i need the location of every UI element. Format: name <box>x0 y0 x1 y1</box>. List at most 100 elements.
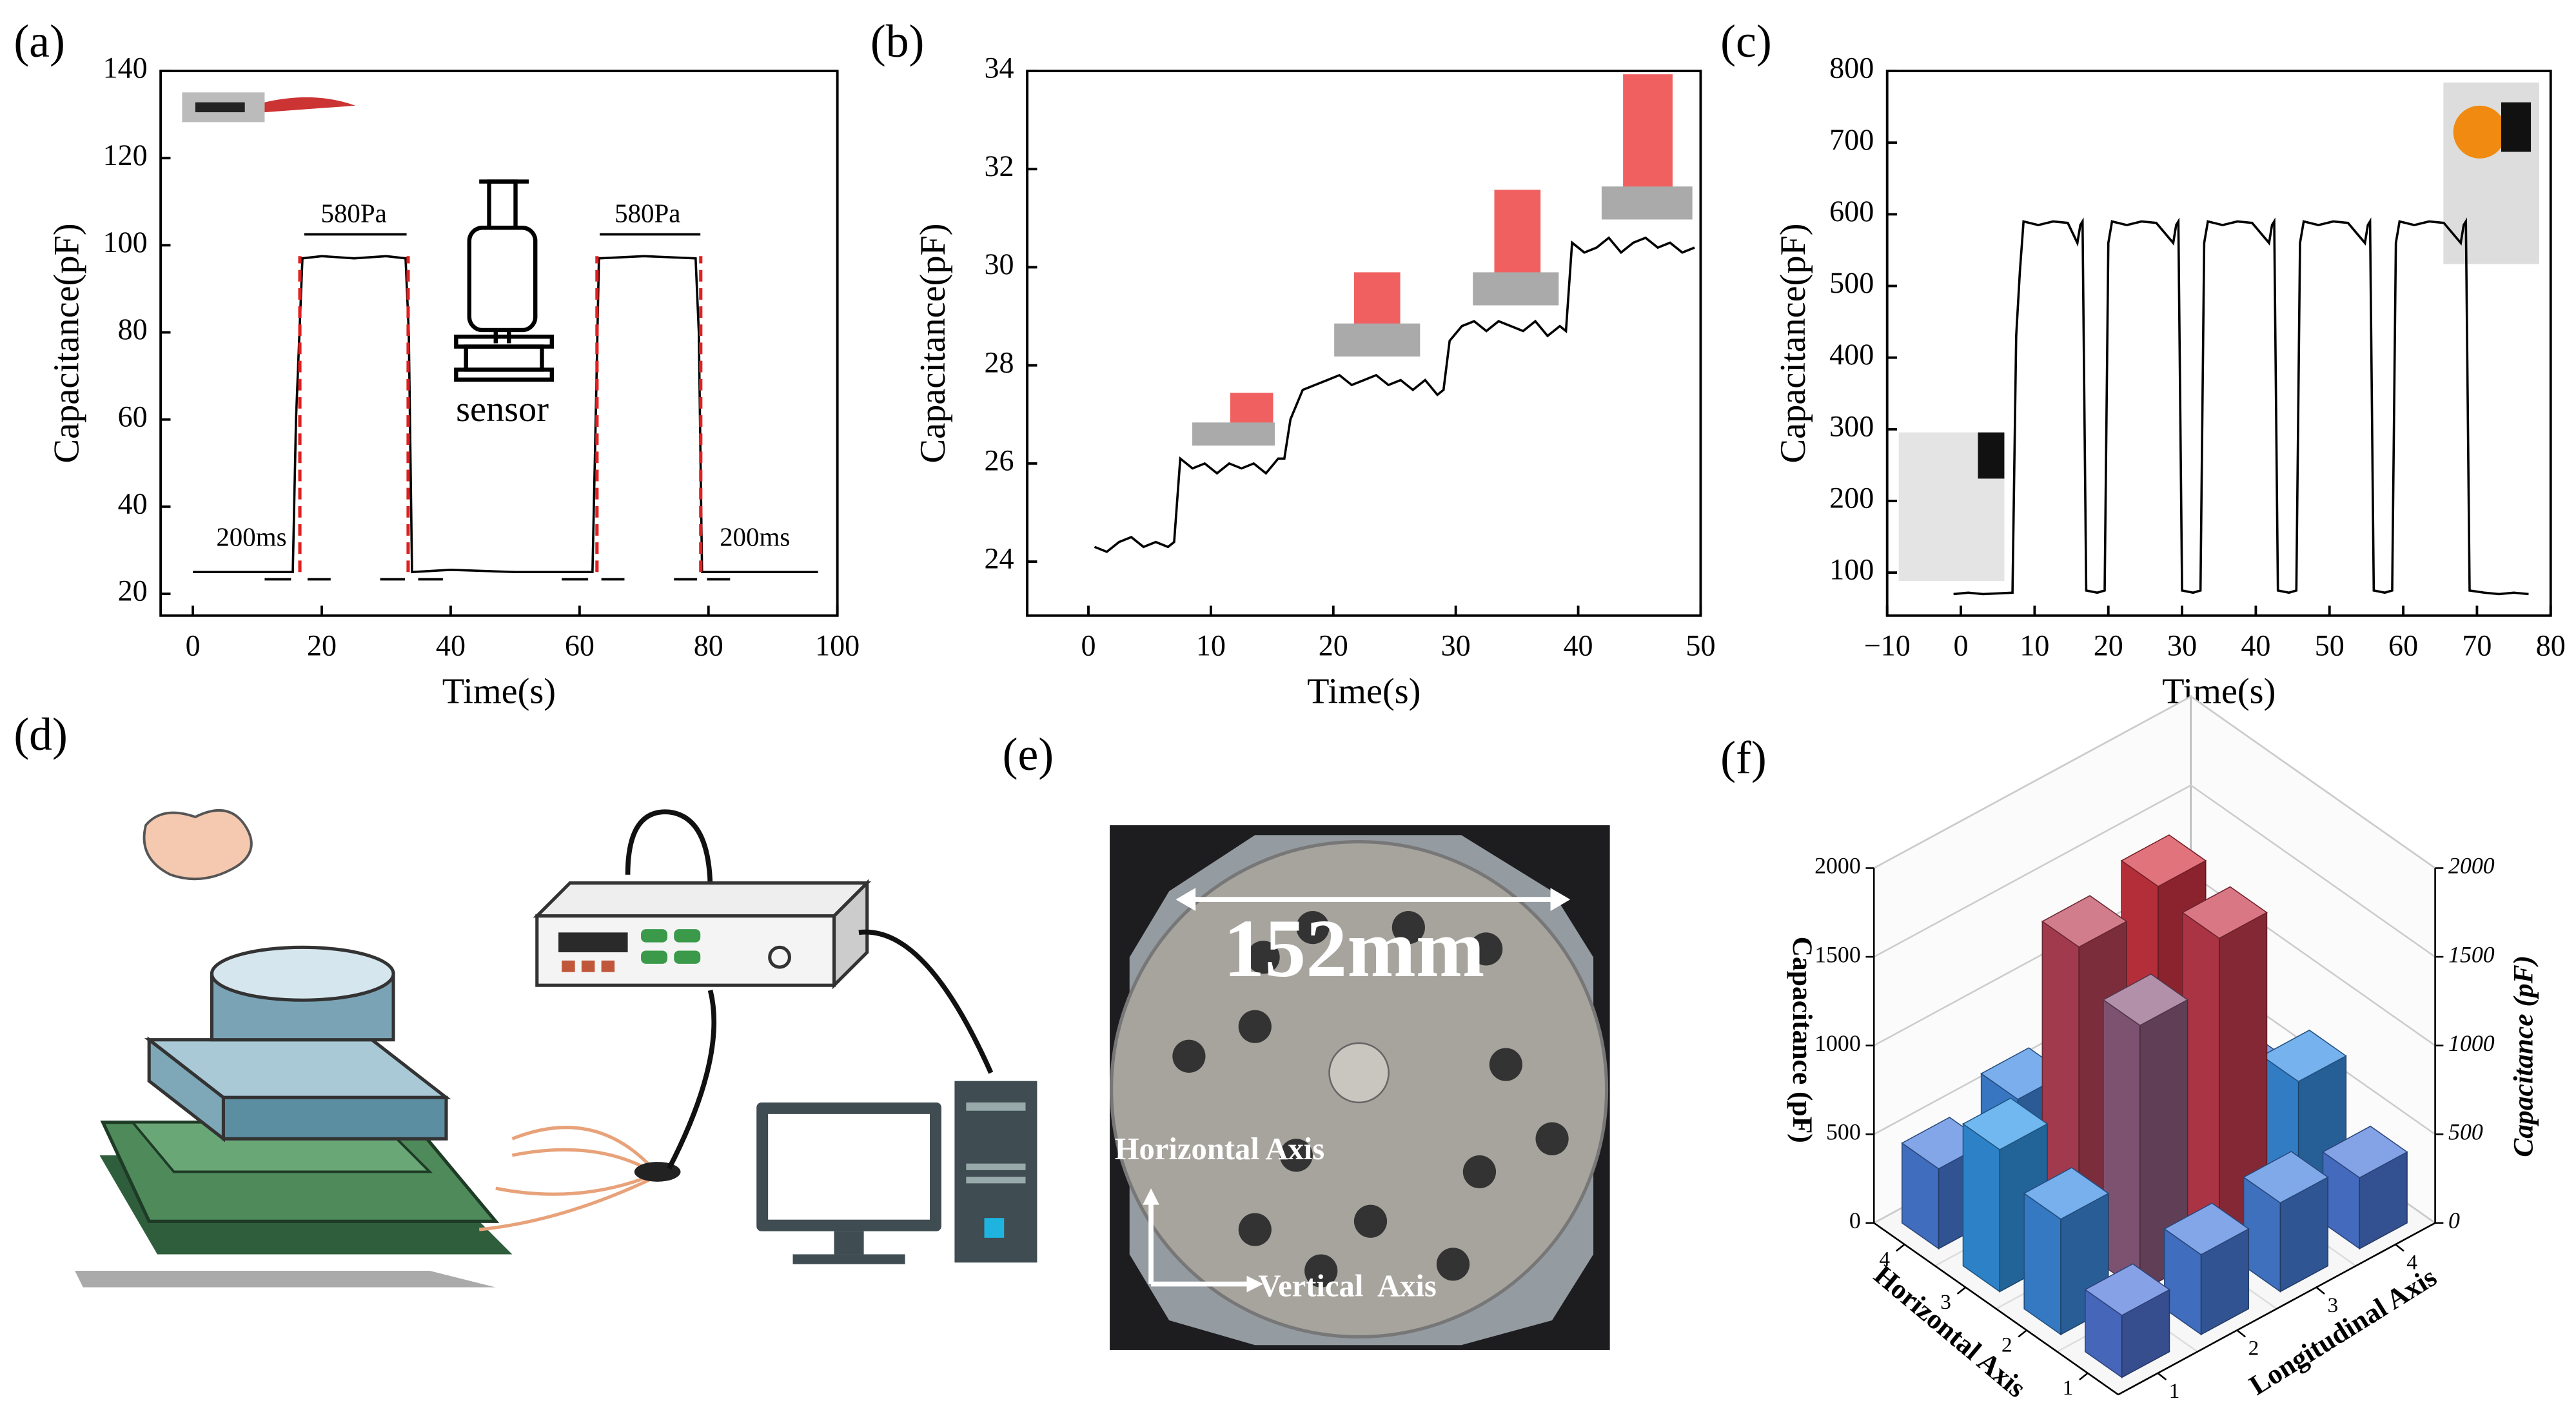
y-tick-label: 80 <box>118 313 148 346</box>
data-line <box>193 255 818 574</box>
panel-label: (a) <box>14 15 65 67</box>
annotation: 580Pa <box>320 199 386 228</box>
z-tick-label: 500 <box>2448 1119 2483 1144</box>
y-tick-label: 100 <box>103 226 148 259</box>
y-tick-label: 32 <box>985 150 1014 182</box>
bar-top <box>2163 1202 2250 1255</box>
x-tick <box>1956 1286 1967 1295</box>
y-axis <box>2118 1222 2436 1396</box>
bar-face <box>1962 1122 2001 1293</box>
y-tick <box>2315 1286 2325 1295</box>
bar <box>2261 1029 2347 1207</box>
x-tick-label: 0 <box>1081 629 1096 662</box>
y-tick-label: 40 <box>118 487 148 520</box>
y-tick <box>2236 1329 2246 1338</box>
panel-label: (f) <box>1720 732 1767 783</box>
x-tick-label: 60 <box>565 629 595 662</box>
plot-frame <box>1885 70 2552 617</box>
dimension-label: 152mm <box>1223 903 1484 994</box>
y-axis-label: Capacitance(pF) <box>913 223 953 463</box>
annotation: 200ms <box>720 522 790 551</box>
x-tick-label: 50 <box>2315 629 2345 662</box>
x-tick-label: 60 <box>2388 629 2418 662</box>
x-tick <box>1895 1244 1905 1252</box>
x-tick-label: 20 <box>1319 629 1348 662</box>
inset-photo <box>182 74 2539 582</box>
bar <box>2243 1151 2329 1293</box>
z-tick-label: 1500 <box>2448 941 2495 967</box>
x-tick-label: 30 <box>1441 629 1471 662</box>
z-tick-label: 1000 <box>1814 1030 1861 1056</box>
annotation: 200ms <box>216 522 286 551</box>
bar-top <box>2023 1167 2110 1220</box>
bar <box>2322 1125 2408 1250</box>
x-tick-label: 3 <box>1940 1290 1951 1314</box>
y-tick-label: 100 <box>1829 553 1874 586</box>
bar <box>2102 973 2189 1293</box>
y-tick-label: 24 <box>985 542 1014 575</box>
z-tick-label: 1000 <box>2448 1030 2495 1056</box>
bar-top <box>2041 895 2128 948</box>
y-tick-label: 1 <box>2169 1379 2180 1403</box>
bar-top <box>1962 1097 2049 1151</box>
y-axis-label: Capacitance(pF) <box>46 223 86 463</box>
bar <box>2181 886 2268 1250</box>
bar-top <box>2261 1029 2347 1083</box>
panel-label: (c) <box>1720 15 1772 67</box>
plot-frame <box>159 70 839 617</box>
bar-top <box>2084 1263 2170 1317</box>
vertical-axis-label: Vertical Axis <box>1258 1268 1436 1303</box>
y-tick-label: 20 <box>118 574 148 607</box>
z-tick-label: 0 <box>1849 1208 1861 1233</box>
bar-top <box>2120 834 2207 887</box>
x-tick-label: 100 <box>815 629 860 662</box>
x-axis-label: Time(s) <box>442 672 556 712</box>
bar-top <box>2181 886 2268 939</box>
y-tick-label: 600 <box>1829 195 1874 228</box>
x-tick-label: 80 <box>2536 629 2566 662</box>
x-tick <box>2079 1372 2089 1381</box>
x-axis-label: Time(s) <box>1307 672 1421 712</box>
y-tick-label: 3 <box>2328 1293 2339 1317</box>
bar-top <box>2243 1151 2329 1204</box>
x-tick-label: 40 <box>436 629 466 662</box>
y-tick-label: 28 <box>985 346 1014 378</box>
x-tick-label: 10 <box>2020 629 2049 662</box>
x-tick-label: −10 <box>1864 629 1911 662</box>
y-tick <box>2157 1372 2167 1381</box>
z-tick-label: 2000 <box>1814 853 1861 879</box>
y-tick-label: 700 <box>1829 123 1874 156</box>
y-tick-label: 800 <box>1829 52 1874 84</box>
x-tick-label: 70 <box>2462 629 2492 662</box>
x-tick-label: 50 <box>1686 629 1715 662</box>
y-tick-label: 200 <box>1829 482 1874 514</box>
bar-face <box>2103 999 2141 1293</box>
y-tick-label: 26 <box>985 444 1014 476</box>
annotation: sensor <box>456 389 549 429</box>
x-tick-label: 0 <box>1954 629 1969 662</box>
y-axis-label: Capacitance(pF) <box>1773 223 1813 463</box>
x-tick-label: 10 <box>1196 629 1226 662</box>
x-tick-label: 40 <box>1564 629 1593 662</box>
z-tick-label: 2000 <box>2448 853 2495 879</box>
annotation: 580Pa <box>615 199 680 228</box>
bar-top <box>2322 1125 2408 1179</box>
x-tick-label: 0 <box>186 629 201 662</box>
z-tick-label: 1500 <box>1814 941 1861 967</box>
y-tick-label: 300 <box>1829 409 1874 442</box>
y-tick-label: 500 <box>1829 266 1874 299</box>
z-tick-label: 500 <box>1826 1119 1861 1144</box>
x-tick-label: 20 <box>307 629 337 662</box>
x-tick-label: 4 <box>1880 1247 1891 1271</box>
grid-line <box>1873 784 2436 958</box>
plot-frame <box>1026 70 1702 617</box>
sensor-icon <box>454 179 555 382</box>
x-tick-label: 80 <box>694 629 723 662</box>
z-tick-label: 0 <box>2448 1208 2460 1233</box>
x-tick-label: 1 <box>2063 1376 2074 1400</box>
y-tick <box>2395 1244 2404 1252</box>
y-tick-label: 140 <box>103 52 148 84</box>
data-line <box>1953 217 2529 596</box>
z-axis-label: Capacitance (pF) <box>2508 956 2539 1157</box>
